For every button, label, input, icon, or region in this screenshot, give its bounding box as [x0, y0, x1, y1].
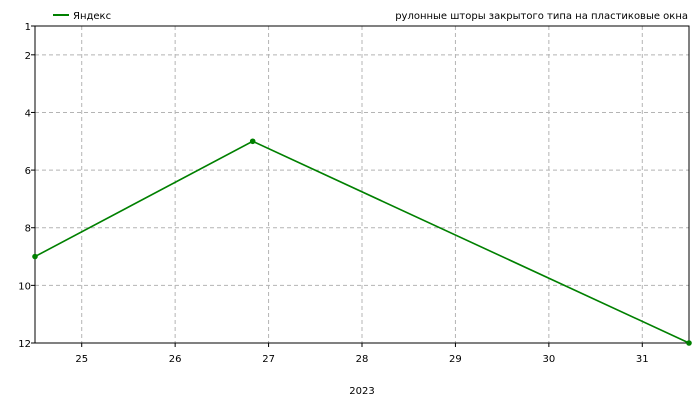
y-tick-label: 8: [25, 224, 31, 235]
x-axis-ticks: 25 26 27 28 29 30 31: [75, 343, 649, 365]
grid: [35, 25, 689, 344]
x-tick-label: 29: [449, 354, 462, 365]
legend-label: Яндекс: [73, 11, 111, 22]
chart-title: рулонные шторы закрытого типа на пластик…: [395, 11, 688, 22]
x-tick-label: 26: [169, 354, 182, 365]
data-point: [686, 340, 692, 346]
y-tick-label: 2: [25, 51, 31, 62]
x-tick-label: 25: [75, 354, 88, 365]
x-tick-label: 28: [356, 354, 369, 365]
x-tick-label: 27: [262, 354, 275, 365]
data-point: [249, 138, 256, 145]
x-tick-label: 31: [636, 354, 649, 365]
series-line: [34, 140, 690, 344]
y-tick-label: 10: [18, 281, 31, 292]
series-group: [32, 138, 692, 346]
y-tick-label: 4: [25, 108, 31, 119]
y-tick-label: 1: [25, 22, 31, 33]
x-tick-label: 30: [542, 354, 555, 365]
data-point: [32, 253, 38, 260]
y-tick-label: 6: [25, 166, 31, 177]
x-axis-label: 2023: [349, 386, 374, 397]
y-tick-label: 12: [18, 339, 31, 350]
